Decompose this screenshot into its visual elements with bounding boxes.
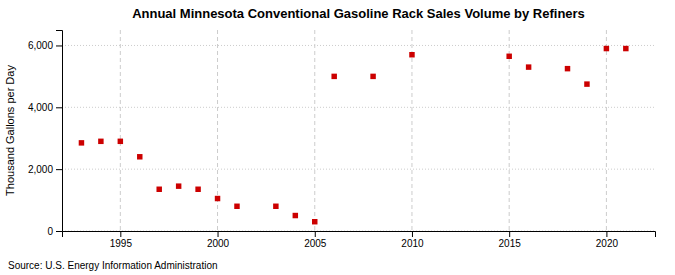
point <box>526 64 531 69</box>
tick-label: 4,000 <box>28 102 53 113</box>
title: Annual Minnesota Conventional Gasoline R… <box>132 6 585 21</box>
grid-line-x <box>411 30 412 231</box>
tick-label: 2,000 <box>28 164 53 175</box>
y-axis: 0 2,000 4,000 6,000 <box>28 31 63 237</box>
tick-label: 2010 <box>401 238 424 249</box>
point <box>137 154 142 159</box>
point <box>312 219 317 224</box>
point <box>98 139 103 144</box>
point <box>293 213 298 218</box>
tick-label: 2000 <box>207 238 230 249</box>
x-axis: 1995 2000 2005 2010 2015 2020 <box>63 231 656 249</box>
point <box>176 183 181 188</box>
tick: 2,000 <box>28 164 62 175</box>
tick-mark <box>56 45 62 46</box>
tick-mark <box>412 231 413 237</box>
point <box>584 81 589 86</box>
tick: 0 <box>47 226 62 237</box>
tick-mark <box>509 231 510 237</box>
point <box>331 74 336 79</box>
grid-line-x <box>314 30 315 231</box>
tick: 2005 <box>304 231 327 249</box>
chart: 1995 2000 2005 2010 2015 2020 0 2,000 4,000 6,000… <box>0 0 675 275</box>
tick: 2000 <box>207 231 230 249</box>
grid-line-y <box>62 45 655 46</box>
axis-line <box>63 232 656 238</box>
grid-line-x <box>120 30 121 231</box>
tick: 4,000 <box>28 102 62 113</box>
grid <box>62 30 655 231</box>
point <box>195 187 200 192</box>
tick: 1995 <box>110 231 133 249</box>
grid-line-y <box>62 169 655 170</box>
point <box>409 52 414 57</box>
tick-mark <box>56 231 62 232</box>
tick-label: 1995 <box>110 238 133 249</box>
point <box>370 74 375 79</box>
tick-mark <box>315 231 316 237</box>
point <box>79 140 84 145</box>
point <box>506 54 511 59</box>
tick: 2015 <box>499 231 522 249</box>
points <box>79 46 629 225</box>
point <box>234 204 239 209</box>
y-axis-title: Thousand Gallons per Day <box>4 65 16 196</box>
tick: 2020 <box>596 231 619 249</box>
tick: 6,000 <box>28 40 62 51</box>
plot: 1995 2000 2005 2010 2015 2020 0 2,000 4,000 6,000 <box>28 30 656 249</box>
axis-line <box>56 31 63 232</box>
tick-mark <box>56 169 62 170</box>
tick-label: 2005 <box>304 238 327 249</box>
point <box>273 204 278 209</box>
tick-label: 2020 <box>596 238 619 249</box>
tick-label: 2015 <box>499 238 522 249</box>
tick-mark <box>120 231 121 237</box>
tick: 2010 <box>401 231 424 249</box>
tick-mark <box>606 231 607 237</box>
annotation: Source: U.S. Energy Information Administ… <box>8 260 218 271</box>
tick-label: 6,000 <box>28 40 53 51</box>
point <box>604 46 609 51</box>
point <box>215 196 220 201</box>
point <box>156 187 161 192</box>
tick-mark <box>218 231 219 237</box>
tick-mark <box>56 107 62 108</box>
grid-line-x <box>509 30 510 231</box>
tick-label: 0 <box>47 226 53 237</box>
point <box>118 139 123 144</box>
point <box>565 66 570 71</box>
grid-line-x <box>606 30 607 231</box>
grid-line-y <box>62 107 655 108</box>
point <box>623 46 628 51</box>
